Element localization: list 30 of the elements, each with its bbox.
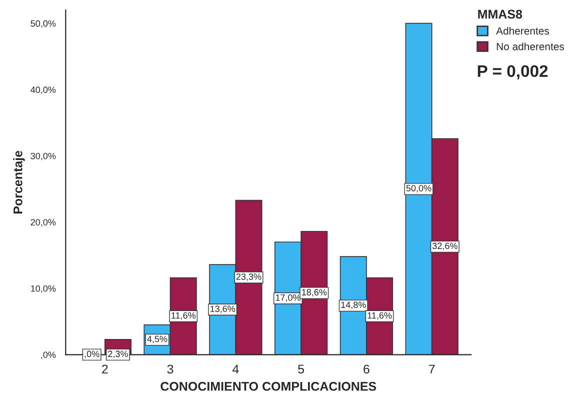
data-label: 18,6% — [302, 289, 327, 297]
data-label: 32,6% — [432, 242, 458, 250]
y-tick-label: 20,0% — [30, 219, 56, 227]
x-tick-label: 5 — [298, 364, 304, 374]
data-label: 11,6% — [172, 312, 196, 320]
y-tick-label: 10,0% — [31, 285, 56, 293]
data-label: 17,0% — [276, 294, 300, 302]
data-label: 23,3% — [236, 273, 262, 281]
legend-label: Adherentes — [496, 26, 549, 35]
data-label: 50,0% — [406, 185, 432, 192]
y-axis-title: Porcentaje — [13, 150, 25, 214]
x-axis-title: CONOCIMIENTO COMPLICACIONES — [160, 382, 376, 391]
y-tick-label: ,0% — [41, 352, 56, 360]
y-tick-label: 30,0% — [30, 152, 56, 160]
data-label: 4,5% — [147, 336, 168, 344]
y-tick-label: 40,0% — [30, 86, 56, 94]
x-tick-label: 4 — [232, 364, 239, 374]
x-tick-label: 2 — [102, 364, 108, 374]
y-tick-label: 50,0% — [30, 20, 56, 28]
x-tick-label: 3 — [167, 364, 174, 374]
x-tick-label: 7 — [429, 364, 435, 374]
data-label: 14,8% — [341, 302, 366, 310]
text: P = 0,002 — [478, 65, 548, 80]
data-label: 2,3% — [108, 350, 128, 358]
data-label: 11,6% — [368, 312, 392, 320]
legend-label: No adherentes — [496, 42, 564, 50]
x-tick-label: 6 — [364, 364, 370, 374]
data-label: 13,6% — [210, 306, 236, 314]
legend-title: MMAS8 — [478, 10, 522, 19]
data-label: ,0% — [84, 350, 100, 358]
